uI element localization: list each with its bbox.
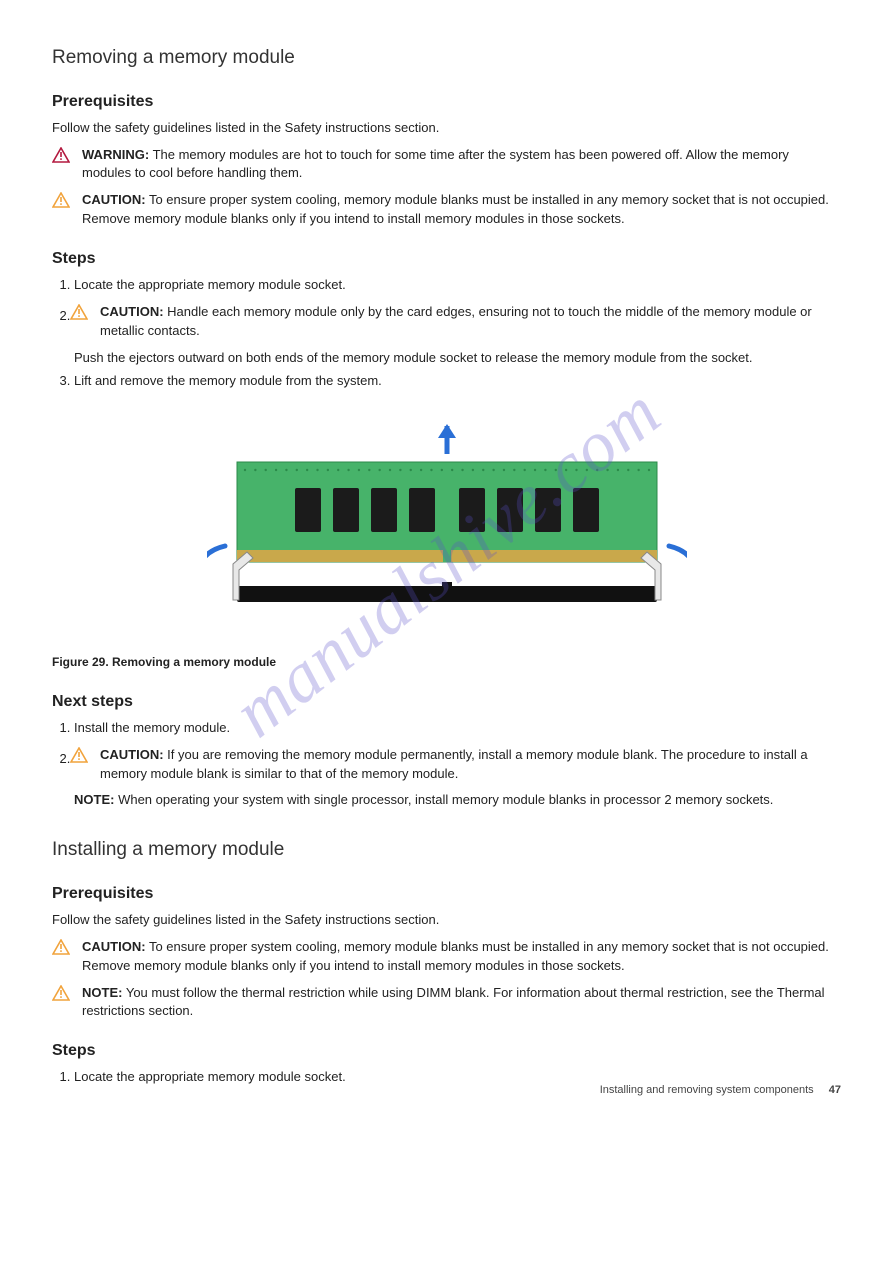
note-label: NOTE: [82, 985, 122, 1000]
removal-next-1: Install the memory module. [74, 719, 841, 738]
caution-text: Handle each memory module only by the ca… [100, 304, 812, 338]
admon-caution-install: CAUTION: To ensure proper system cooling… [52, 938, 841, 976]
warning-label: WARNING: [82, 147, 149, 162]
install-steps-heading: Steps [52, 1039, 841, 1062]
removal-step-2-text: Push the ejectors outward on both ends o… [74, 349, 841, 368]
figure-removal [52, 404, 841, 644]
removal-step-3: Lift and remove the memory module from t… [74, 372, 841, 391]
install-prereq-text: Follow the safety guidelines listed in t… [52, 911, 841, 930]
note-text: You must follow the thermal restriction … [82, 985, 825, 1019]
caution-text: To ensure proper system cooling, memory … [82, 192, 829, 226]
install-title: Installing a memory module [52, 836, 841, 864]
admon-caution-handle: CAUTION: Handle each memory module only … [70, 303, 841, 341]
warning-text: The memory modules are hot to touch for … [82, 147, 789, 181]
warning-icon [52, 147, 70, 163]
caution-label: CAUTION: [82, 939, 146, 954]
footer-label: Installing and removing system component… [600, 1084, 814, 1096]
caution-label: CAUTION: [82, 192, 146, 207]
memory-module-diagram [207, 404, 687, 644]
admon-warning: WARNING: The memory modules are hot to t… [52, 146, 841, 184]
caution-text: If you are removing the memory module pe… [100, 747, 808, 781]
note-label: NOTE: [74, 792, 114, 807]
caution-icon [52, 985, 70, 1001]
caution-icon [70, 304, 88, 320]
page-footer: Installing and removing system component… [600, 1083, 841, 1099]
removal-step-2: CAUTION: Handle each memory module only … [74, 303, 841, 368]
removal-prereq-text: Follow the safety guidelines listed in t… [52, 119, 841, 138]
note-text: When operating your system with single p… [118, 792, 773, 807]
removal-step-1: Locate the appropriate memory module soc… [74, 276, 841, 295]
removal-steps-heading: Steps [52, 247, 841, 270]
removal-title: Removing a memory module [52, 44, 841, 72]
removal-next-2: CAUTION: If you are removing the memory … [74, 746, 841, 811]
caution-text: To ensure proper system cooling, memory … [82, 939, 829, 973]
admon-caution-esd: CAUTION: To ensure proper system cooling… [52, 191, 841, 229]
caution-icon [52, 192, 70, 208]
removal-steps-list: Locate the appropriate memory module soc… [52, 276, 841, 390]
caution-label: CAUTION: [100, 304, 164, 319]
removal-next-list: Install the memory module. CAUTION: If y… [52, 719, 841, 810]
install-prereq-heading: Prerequisites [52, 882, 841, 905]
caution-label: CAUTION: [100, 747, 164, 762]
admon-note-install: NOTE: You must follow the thermal restri… [52, 984, 841, 1022]
removal-next-heading: Next steps [52, 690, 841, 713]
removal-prereq-heading: Prerequisites [52, 90, 841, 113]
caution-icon [52, 939, 70, 955]
footer-page: 47 [829, 1084, 841, 1096]
figure-caption: Figure 29. Removing a memory module [52, 654, 841, 671]
caution-icon [70, 747, 88, 763]
admon-caution-blank: CAUTION: If you are removing the memory … [70, 746, 841, 784]
